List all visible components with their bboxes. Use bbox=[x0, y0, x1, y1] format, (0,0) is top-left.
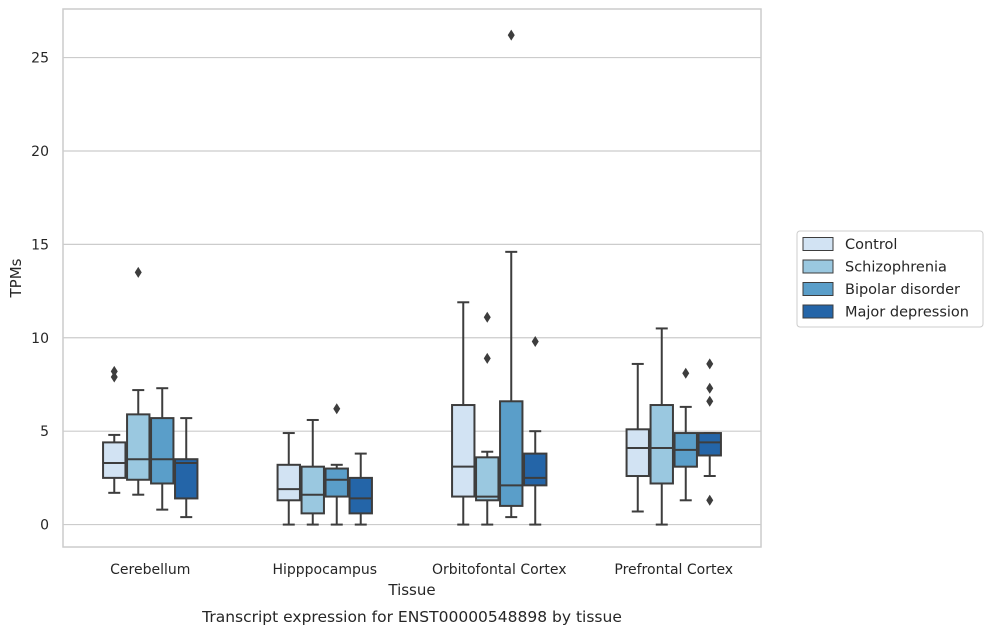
y-tick-label: 10 bbox=[31, 331, 49, 347]
box-iqr bbox=[174, 458, 199, 500]
series-control bbox=[102, 301, 650, 526]
legend-swatch bbox=[802, 304, 834, 319]
x-tick-label: Orbitofontal Cortex bbox=[432, 562, 567, 578]
series-major-depression bbox=[174, 336, 722, 526]
outlier-point bbox=[134, 266, 142, 278]
box-iqr bbox=[697, 432, 722, 457]
outlier-point bbox=[333, 403, 341, 415]
x-tick-label: Hipppocampus bbox=[272, 562, 377, 578]
box-iqr bbox=[649, 404, 674, 485]
x-axis-ticks: Cerebellum Hipppocampus Orbitofontal Corte… bbox=[110, 562, 733, 578]
box bbox=[649, 327, 674, 526]
x-tick-label: Cerebellum bbox=[110, 562, 190, 578]
legend-label: Control bbox=[845, 237, 897, 253]
box-iqr bbox=[475, 456, 500, 502]
box-iqr bbox=[625, 428, 650, 478]
box-iqr bbox=[324, 467, 349, 498]
grid-lines bbox=[63, 56, 761, 526]
outlier-point bbox=[483, 352, 491, 364]
legend-label: Bipolar disorder bbox=[845, 282, 960, 298]
box bbox=[174, 417, 199, 519]
legend-swatch bbox=[802, 237, 834, 251]
box bbox=[276, 432, 301, 526]
x-tick-label: Prefrontal Cortex bbox=[614, 562, 733, 578]
box bbox=[150, 387, 175, 511]
box bbox=[324, 403, 349, 526]
outlier-point bbox=[507, 29, 515, 41]
box-iqr bbox=[150, 417, 175, 485]
chart-caption: Transcript expression for ENST0000054889… bbox=[201, 608, 622, 626]
y-tick-label: 15 bbox=[31, 237, 49, 253]
legend-swatch bbox=[802, 282, 834, 296]
outlier-point bbox=[706, 382, 714, 394]
y-tick-label: 5 bbox=[40, 424, 49, 440]
y-axis-label: TPMs bbox=[7, 258, 25, 298]
y-tick-label: 20 bbox=[31, 144, 49, 160]
box bbox=[300, 418, 325, 526]
box-iqr bbox=[300, 465, 325, 515]
box-iqr bbox=[523, 452, 548, 487]
box bbox=[475, 311, 500, 526]
box bbox=[102, 365, 127, 494]
outlier-point bbox=[110, 365, 118, 377]
legend-label: Schizophrenia bbox=[845, 260, 947, 276]
box-iqr bbox=[126, 413, 151, 481]
box bbox=[451, 301, 476, 526]
box bbox=[126, 266, 151, 496]
y-tick-label: 25 bbox=[31, 51, 49, 67]
outlier-point bbox=[682, 367, 690, 379]
outlier-point bbox=[706, 395, 714, 407]
outlier-point bbox=[483, 311, 491, 323]
box bbox=[625, 362, 650, 513]
outlier-point bbox=[706, 494, 714, 506]
outlier-point bbox=[110, 371, 118, 383]
box bbox=[673, 367, 698, 502]
box-plot-series bbox=[102, 29, 722, 526]
box-iqr bbox=[451, 404, 476, 498]
series-bipolar-disorder bbox=[150, 29, 698, 526]
legend-frame bbox=[796, 230, 984, 328]
y-tick-label: 0 bbox=[40, 518, 49, 534]
legend-swatch bbox=[802, 259, 834, 274]
x-axis-label: Tissue bbox=[387, 581, 435, 599]
box-iqr bbox=[276, 463, 301, 502]
box bbox=[348, 452, 373, 526]
box-iqr bbox=[102, 441, 127, 479]
legend-label: Major depression bbox=[845, 305, 969, 321]
series-schizophrenia bbox=[126, 266, 674, 526]
box bbox=[523, 336, 548, 526]
outlier-point bbox=[531, 336, 539, 348]
box-iqr bbox=[499, 400, 524, 507]
box-iqr bbox=[348, 476, 373, 515]
box bbox=[697, 358, 722, 506]
box bbox=[499, 29, 524, 519]
outlier-point bbox=[706, 358, 714, 370]
legend: Control Schizophrenia Bipolar disorder Majo… bbox=[796, 230, 984, 328]
plot-frame bbox=[62, 8, 762, 548]
y-axis-ticks: 0 5 10 15 20 25 bbox=[31, 51, 49, 534]
